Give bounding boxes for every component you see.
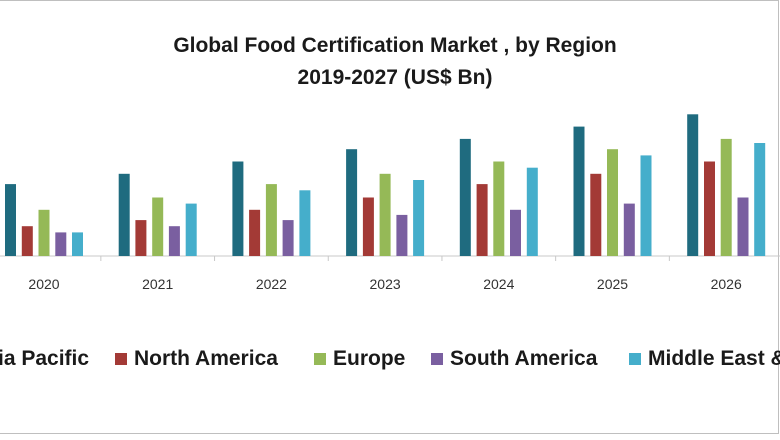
bar-2024-5 bbox=[526, 167, 538, 256]
bar-2023-3 bbox=[379, 173, 391, 256]
bar-2021-4 bbox=[168, 226, 180, 256]
bar-2026-2 bbox=[704, 161, 715, 256]
x-tick-label-2026: 2026 bbox=[711, 276, 742, 292]
legend-label-3: Europe bbox=[333, 347, 405, 370]
chart-title-line1: Global Food Certification Market , by Re… bbox=[173, 34, 617, 57]
bar-2021-1 bbox=[118, 173, 130, 256]
bar-2026-3 bbox=[720, 138, 732, 256]
x-tick-label-2023: 2023 bbox=[370, 276, 401, 292]
bar-2026-5 bbox=[754, 143, 766, 256]
bar-2022-3 bbox=[265, 184, 277, 256]
bar-2020-5 bbox=[72, 232, 83, 256]
bar-2024-3 bbox=[493, 161, 505, 256]
bar-2024-1 bbox=[459, 138, 471, 256]
bar-2020-4 bbox=[55, 232, 67, 256]
bar-2022-4 bbox=[282, 220, 294, 256]
bar-2026-1 bbox=[687, 114, 699, 256]
bar-2023-4 bbox=[396, 214, 408, 256]
bar-2022-2 bbox=[249, 209, 261, 256]
chart-title: Global Food Certification Market , by Re… bbox=[0, 30, 780, 94]
legend-swatch-2 bbox=[115, 353, 127, 365]
bar-2023-1 bbox=[346, 149, 358, 256]
bar-2023-5 bbox=[413, 180, 425, 256]
bar-2020-2 bbox=[21, 226, 33, 256]
bar-2021-3 bbox=[152, 197, 164, 256]
chart-title-line2: 2019-2027 (US$ Bn) bbox=[297, 66, 493, 89]
legend-swatch-5 bbox=[629, 353, 641, 365]
legend-label-4: South America bbox=[450, 347, 598, 370]
bar-2025-5 bbox=[640, 155, 652, 256]
bar-2021-5 bbox=[185, 203, 197, 256]
bar-2023-2 bbox=[362, 197, 374, 256]
bar-2020-1 bbox=[5, 184, 16, 256]
legend-label-5: Middle East & bbox=[648, 347, 780, 370]
x-tick-label-2024: 2024 bbox=[483, 276, 514, 292]
x-tick-label-2020: 2020 bbox=[28, 276, 59, 292]
x-tick-label-2025: 2025 bbox=[597, 276, 628, 292]
bar-2022-1 bbox=[232, 161, 244, 256]
bar-2026-4 bbox=[737, 197, 749, 256]
x-tick-label-2021: 2021 bbox=[142, 276, 173, 292]
legend-label-2: North America bbox=[134, 347, 278, 370]
bar-2025-2 bbox=[590, 173, 602, 256]
legend-swatch-4 bbox=[431, 353, 443, 365]
bar-2024-2 bbox=[476, 184, 488, 256]
bar-2024-4 bbox=[510, 209, 521, 256]
bar-2020-3 bbox=[38, 209, 50, 256]
legend-swatch-3 bbox=[314, 353, 326, 365]
bar-2025-1 bbox=[573, 126, 585, 256]
bar-2021-2 bbox=[135, 220, 147, 256]
bar-2025-4 bbox=[623, 203, 635, 256]
bar-2022-5 bbox=[299, 190, 311, 256]
legend-label-1: ia Pacific bbox=[0, 347, 89, 370]
bar-2025-3 bbox=[607, 149, 618, 256]
x-tick-label-2022: 2022 bbox=[256, 276, 287, 292]
